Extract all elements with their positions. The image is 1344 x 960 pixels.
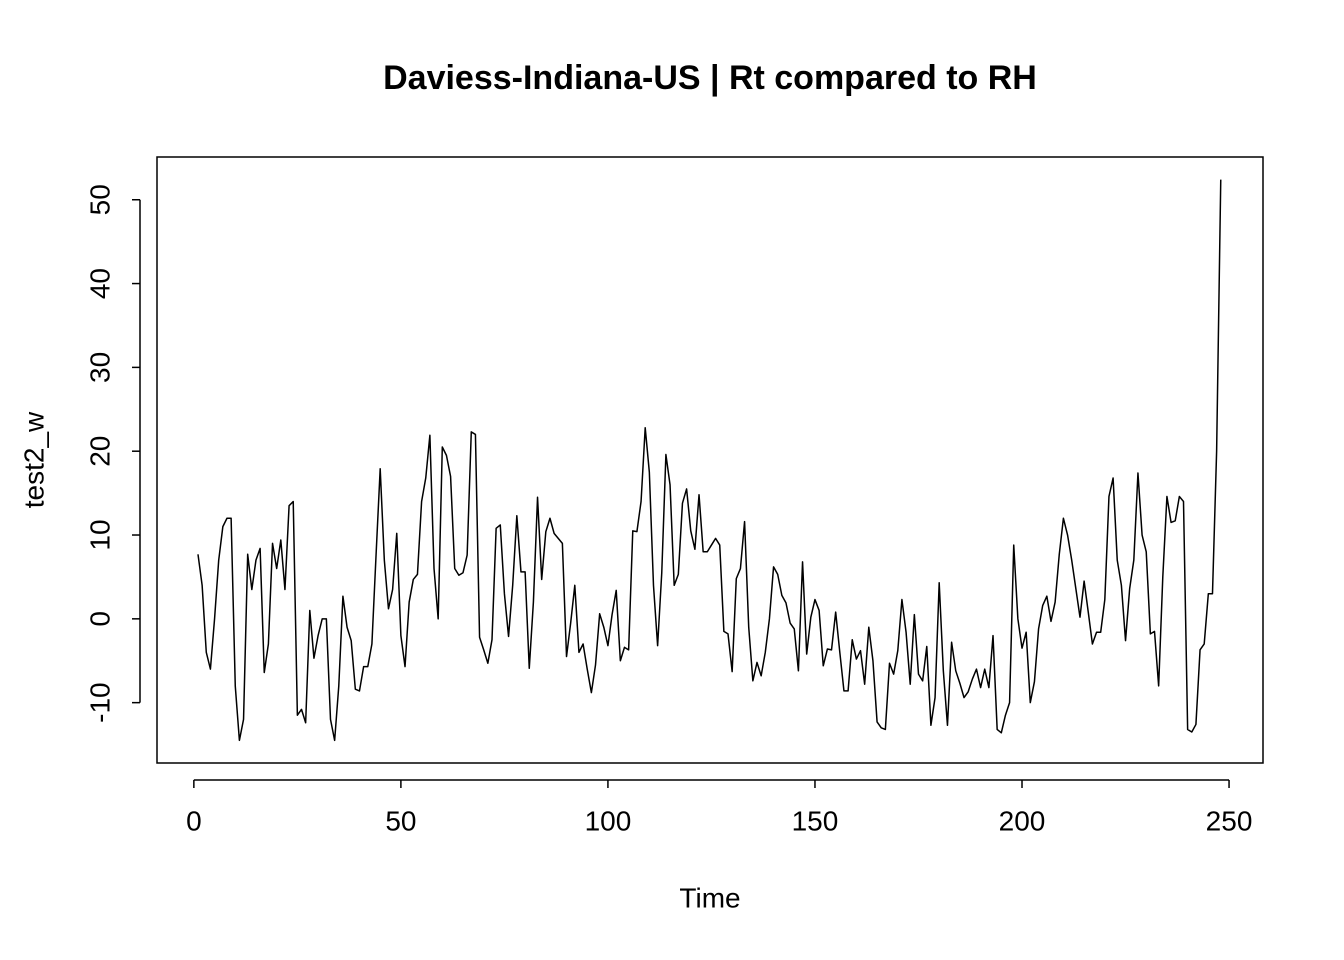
x-tick-label: 100 xyxy=(585,805,632,836)
y-tick-label: 50 xyxy=(84,184,115,215)
y-tick-label: 0 xyxy=(84,611,115,627)
x-tick-label: 0 xyxy=(186,805,202,836)
x-axis-label: Time xyxy=(679,882,740,913)
y-tick-label: 40 xyxy=(84,268,115,299)
x-tick-label: 200 xyxy=(999,805,1046,836)
chart-title: Daviess-Indiana-US | Rt compared to RH xyxy=(383,59,1037,97)
y-tick-label: 20 xyxy=(84,436,115,467)
y-axis-label: test2_w xyxy=(18,411,49,508)
y-tick-label: -10 xyxy=(84,682,115,722)
x-tick-label: 50 xyxy=(385,805,416,836)
y-tick-label: 30 xyxy=(84,352,115,383)
x-tick-label: 250 xyxy=(1206,805,1253,836)
x-tick-label: 150 xyxy=(792,805,839,836)
data-line xyxy=(197,179,1222,742)
y-tick-label: 10 xyxy=(84,519,115,550)
plot-box xyxy=(156,156,1264,764)
